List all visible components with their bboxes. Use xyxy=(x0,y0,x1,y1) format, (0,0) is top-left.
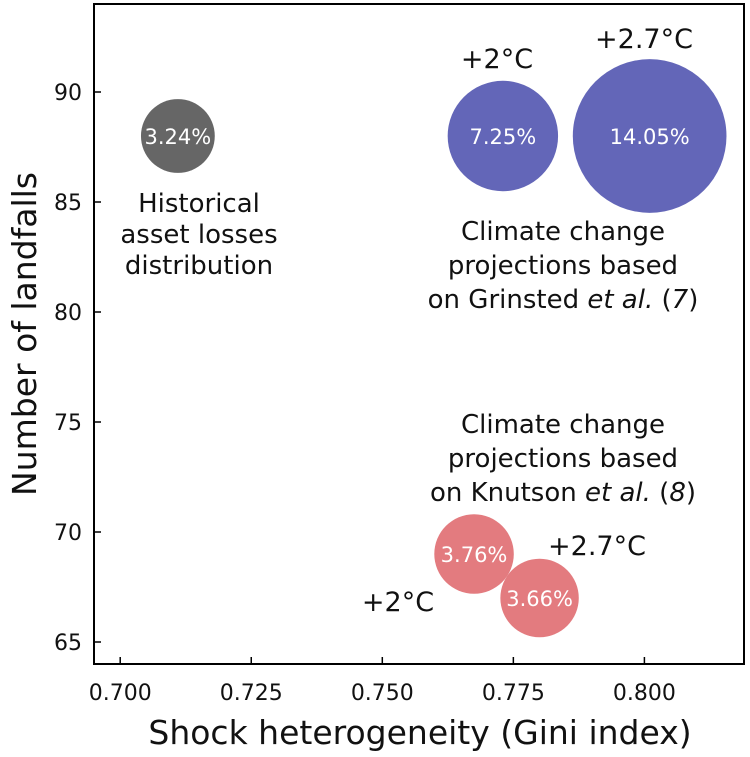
grinsted-et-al: et al. xyxy=(587,285,653,315)
grinsted-line-3: on Grinsted et al. (7) xyxy=(428,285,699,315)
knutson-ref-number: 8 xyxy=(669,478,686,508)
bubble-value-label-2-1: 3.66% xyxy=(506,587,573,611)
y-tick-label: 75 xyxy=(54,411,82,436)
bubble-0-0 xyxy=(140,99,215,173)
historical-line-1: Historical xyxy=(138,189,260,219)
x-tick-label: 0.750 xyxy=(351,681,414,706)
bubble-value-label-2-0: 3.76% xyxy=(441,543,508,567)
grinsted-line-2: projections based xyxy=(448,251,678,281)
knutson-annotation: Climate change projections based on Knut… xyxy=(430,410,696,508)
bubble-2-1 xyxy=(500,558,579,638)
knutson-27c-label: +2.7°C xyxy=(548,531,646,562)
knutson-2c-label: +2°C xyxy=(362,587,434,618)
bubble-1-1 xyxy=(572,59,727,213)
plot-frame xyxy=(93,3,745,665)
y-tick-label: 70 xyxy=(54,521,82,546)
grinsted-line-3-prefix: on Grinsted xyxy=(428,285,588,315)
x-axis-ticks: 0.700 0.725 0.750 0.775 0.800 xyxy=(89,657,676,706)
grinsted-close-paren: ) xyxy=(688,285,698,315)
y-tick-label: 85 xyxy=(54,191,82,216)
bubble-value-label-0-0: 3.24% xyxy=(145,125,212,149)
y-tick-label: 90 xyxy=(54,81,82,106)
x-tick-label: 0.700 xyxy=(89,681,152,706)
knutson-line-2: projections based xyxy=(448,444,678,474)
historical-line-2: asset losses xyxy=(120,220,277,250)
historical-annotation: Historical asset losses distribution xyxy=(120,189,277,281)
bubble-value-label-1-0: 7.25% xyxy=(470,125,537,149)
grinsted-annotation: Climate change projections based on Grin… xyxy=(428,217,699,315)
bubble-1-0 xyxy=(447,80,559,192)
knutson-et-al: et al. xyxy=(585,478,651,508)
y-axis-ticks: 65 70 75 80 85 90 xyxy=(54,81,101,656)
bubble-layer: 3.24% 7.25% 14.05% 3.76% 3.66% xyxy=(140,59,727,638)
x-tick-label: 0.800 xyxy=(613,681,676,706)
grinsted-open-paren: ( xyxy=(653,285,671,315)
knutson-line-1: Climate change xyxy=(461,410,665,440)
y-tick-label: 65 xyxy=(54,631,82,656)
y-axis-label: Number of landfalls xyxy=(5,172,44,496)
grinsted-27c-label: +2.7°C xyxy=(595,24,693,55)
knutson-open-paren: ( xyxy=(651,478,669,508)
x-axis-label: Shock heterogeneity (Gini index) xyxy=(148,713,691,752)
x-tick-label: 0.775 xyxy=(482,681,545,706)
x-tick-label: 0.725 xyxy=(220,681,283,706)
bubble-2-0 xyxy=(434,514,514,594)
y-tick-label: 80 xyxy=(54,301,82,326)
knutson-close-paren: ) xyxy=(686,478,696,508)
bubble-value-label-1-1: 14.05% xyxy=(610,125,690,149)
historical-line-3: distribution xyxy=(125,251,273,281)
grinsted-ref-number: 7 xyxy=(672,285,689,315)
grinsted-line-1: Climate change xyxy=(461,217,665,247)
grinsted-2c-label: +2°C xyxy=(461,44,533,75)
knutson-line-3-prefix: on Knutson xyxy=(430,478,585,508)
knutson-line-3: on Knutson et al. (8) xyxy=(430,478,696,508)
